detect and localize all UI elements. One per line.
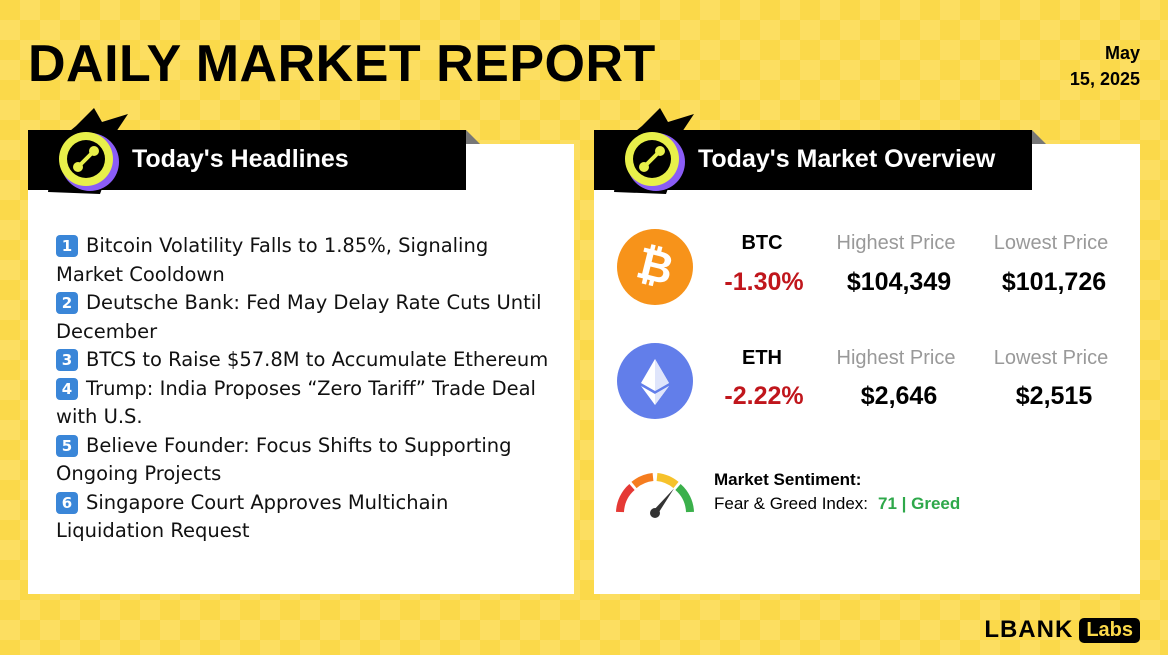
fear-greed-line: Fear & Greed Index: 71 | Greed (714, 494, 960, 514)
eth-low-price: $2,515 (1015, 382, 1093, 410)
market-tab: Today's Market Overview (594, 108, 1046, 194)
tab-fold (1032, 130, 1046, 144)
logo-sub-text: Labs (1079, 617, 1140, 643)
btc-low-label: Lowest Price (993, 232, 1109, 254)
ethereum-icon (617, 343, 693, 419)
bitcoin-icon: ₿ (617, 229, 693, 305)
eth-symbol: ETH (742, 347, 782, 369)
gauge-icon (616, 473, 694, 518)
tab-fold (466, 130, 480, 144)
number-badge: 6 (56, 491, 78, 514)
sentiment-title: Market Sentiment: (714, 470, 862, 489)
number-badge: 3 (56, 349, 78, 371)
headlines-tab: Today's Headlines (28, 108, 480, 194)
fear-greed-label: Fear & Greed Index: (714, 494, 869, 513)
list-item: 4 Trump: India Proposes “Zero Tariff” Tra… (56, 375, 556, 432)
date-day-year: 15, 2025 (1069, 69, 1140, 89)
market-title: Today's Market Overview (698, 145, 996, 173)
headlines-list: 1 Bitcoin Volatility Falls to 1.85%, Sign… (56, 232, 556, 546)
btc-change: -1.30% (724, 268, 804, 296)
number-badge: 1 (56, 235, 78, 257)
svg-text:₿: ₿ (632, 237, 679, 295)
headline-line1: Bitcoin Volatility Falls to 1.85%, Signa… (86, 234, 489, 257)
lbank-labs-logo: LBANK Labs (984, 616, 1140, 644)
headlines-panel (28, 144, 574, 594)
logo-main-text: LBANK (984, 616, 1074, 643)
report-title: DAILY MARKET REPORT (28, 35, 656, 93)
fear-greed-value: 71 | Greed (878, 494, 961, 513)
btc-high-label: Highest Price (836, 232, 956, 254)
list-item: 1 Bitcoin Volatility Falls to 1.85%, Sign… (56, 232, 556, 289)
eth-high-price: $2,646 (860, 382, 938, 410)
eth-low-label: Lowest Price (993, 347, 1109, 369)
headline-line2: Ongoing Projects (56, 462, 222, 485)
headline-line1: Believe Founder: Focus Shifts to Support… (86, 433, 512, 457)
list-item: 2 Deutsche Bank: Fed May Delay Rate Cuts … (56, 289, 556, 346)
headline-line1: Singapore Court Approves Multichain (86, 490, 449, 514)
list-item: 6 Singapore Court Approves Multichain Liq… (56, 489, 556, 546)
burst-logo-icon (48, 108, 136, 194)
headline-line1: Trump: India Proposes “Zero Tariff” Trad… (86, 376, 536, 400)
btc-symbol: BTC (741, 232, 783, 254)
list-item: 5 Believe Founder: Focus Shifts to Suppor… (56, 432, 556, 489)
headline-line1: Deutsche Bank: Fed May Delay Rate Cuts U… (86, 291, 542, 314)
btc-low-price: $101,726 (1001, 268, 1107, 296)
headline-line2: Market Cooldown (56, 262, 225, 286)
headline-line2: Liquidation Request (56, 519, 250, 542)
number-badge: 2 (56, 292, 78, 314)
number-badge: 4 (56, 377, 78, 400)
headline-line1: BTCS to Raise $57.8M to Accumulate Ether… (86, 348, 549, 371)
eth-high-label: Highest Price (836, 347, 956, 369)
headline-line2: with U.S. (56, 405, 143, 428)
eth-change: -2.22% (724, 382, 804, 410)
headlines-title: Today's Headlines (132, 145, 349, 173)
report-date: May 15, 2025 (1070, 40, 1140, 92)
list-item: 3 BTCS to Raise $57.8M to Accumulate Ethe… (56, 346, 556, 375)
number-badge: 5 (56, 434, 78, 457)
btc-high-price: $104,349 (846, 268, 952, 296)
headline-line2: December (56, 319, 158, 343)
date-month: May (1104, 43, 1140, 63)
burst-logo-icon (614, 108, 702, 194)
